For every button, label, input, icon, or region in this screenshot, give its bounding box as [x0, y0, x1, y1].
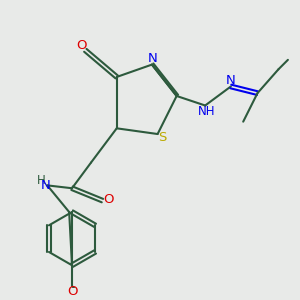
Text: H: H [37, 174, 45, 187]
Text: N: N [226, 74, 236, 87]
Text: O: O [103, 193, 114, 206]
Text: NH: NH [198, 105, 215, 118]
Text: O: O [76, 39, 86, 52]
Text: N: N [41, 179, 51, 193]
Text: S: S [159, 131, 167, 144]
Text: N: N [148, 52, 157, 65]
Text: O: O [67, 285, 77, 298]
